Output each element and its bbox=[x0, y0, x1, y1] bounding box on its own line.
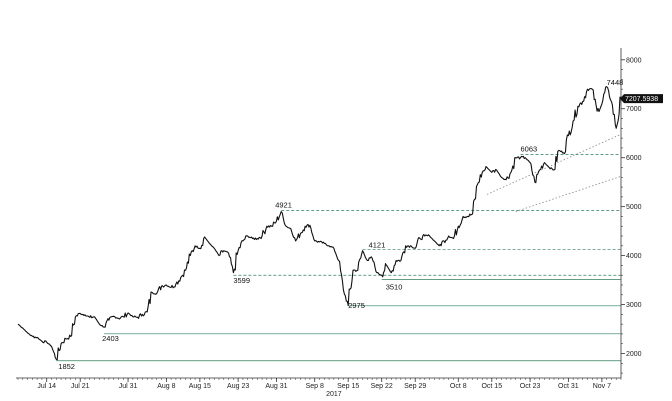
x-tick-label: Oct 8 bbox=[450, 383, 467, 390]
annotation-1852: 1852 bbox=[58, 362, 75, 371]
annotation-2403: 2403 bbox=[102, 334, 119, 343]
y-tick-label-4000: 4000 bbox=[626, 253, 642, 260]
y-axis: 2000 3000 4000 5000 6000 7000 8000 bbox=[620, 48, 642, 378]
annotation-3599: 3599 bbox=[233, 276, 250, 285]
trend-line-2 bbox=[515, 175, 622, 212]
x-tick-label: Sep 29 bbox=[404, 383, 426, 390]
x-tick-label: Oct 23 bbox=[520, 383, 541, 390]
x-tick-label: Jul 21 bbox=[71, 383, 90, 390]
annotation-4121: 4121 bbox=[369, 241, 386, 250]
x-tick-label: Jul 14 bbox=[37, 383, 56, 390]
y-tick-label-5000: 5000 bbox=[626, 204, 642, 211]
x-tick-label: Aug 15 bbox=[189, 383, 211, 390]
y-tick-label-3000: 3000 bbox=[626, 302, 642, 309]
x-axis: Jul 14 Jul 21 Jul 31 Aug 8 Aug 15 Aug 23 Aug 3… bbox=[16, 377, 622, 390]
x-tick-label: Nov 7 bbox=[593, 383, 611, 390]
x-tick-label: Aug 23 bbox=[227, 383, 249, 390]
year-label: 2017 bbox=[326, 391, 342, 398]
trend-lines bbox=[486, 133, 622, 212]
annotations: 1852 2403 3599 4921 2975 4121 3510 6063 7448 bbox=[58, 78, 623, 371]
x-tick-label: Jul 31 bbox=[119, 383, 138, 390]
x-tick-label: Aug 31 bbox=[265, 383, 287, 390]
x-tick-label: Sep 8 bbox=[306, 383, 324, 390]
y-tick-label-8000: 8000 bbox=[626, 57, 642, 64]
annotation-4921: 4921 bbox=[275, 201, 292, 210]
last-price-marker: 7207.5938 bbox=[620, 94, 663, 104]
annotation-6063: 6063 bbox=[521, 145, 538, 154]
trend-line-1 bbox=[486, 133, 622, 195]
y-tick-label-7000: 7000 bbox=[626, 106, 642, 113]
x-tick-label: Oct 15 bbox=[481, 383, 502, 390]
series bbox=[17, 86, 622, 361]
last-price-label: 7207.5938 bbox=[625, 96, 658, 103]
price-series-line bbox=[17, 86, 622, 361]
annotation-3510: 3510 bbox=[386, 283, 403, 292]
y-tick-label-2000: 2000 bbox=[626, 351, 642, 358]
y-tick-label-6000: 6000 bbox=[626, 155, 642, 162]
x-tick-label: Sep 22 bbox=[371, 383, 393, 390]
annotation-7448: 7448 bbox=[607, 78, 624, 87]
last-price-box bbox=[620, 94, 663, 104]
annotation-2975: 2975 bbox=[348, 301, 365, 310]
support-levels bbox=[56, 154, 621, 362]
x-tick-label: Aug 8 bbox=[157, 383, 175, 390]
x-tick-label: Oct 31 bbox=[558, 383, 579, 390]
x-tick-label: Sep 15 bbox=[337, 383, 359, 390]
